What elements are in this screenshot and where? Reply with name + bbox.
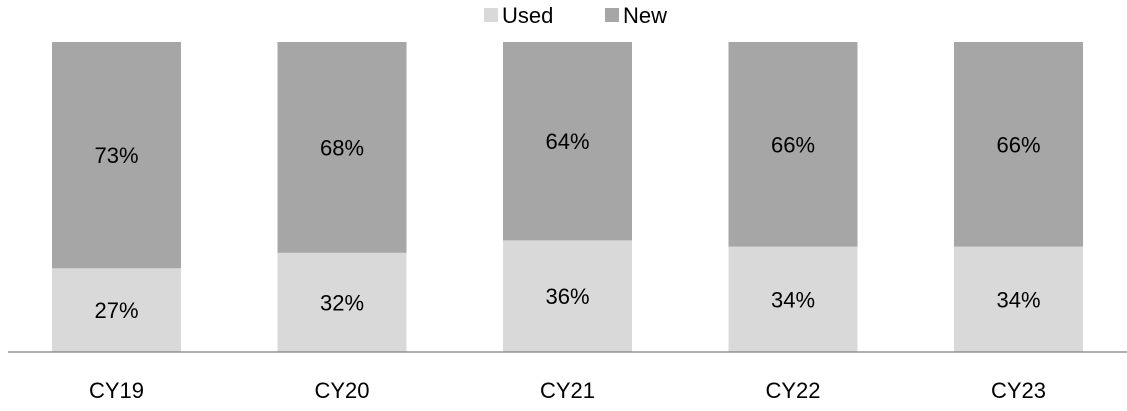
- bar-used-cy21: [503, 240, 632, 352]
- bar-used-cy19: [52, 268, 181, 352]
- bar-used-cy22: [728, 246, 858, 352]
- data-label-new-cy19: 73%: [94, 143, 138, 168]
- bar-new-cy19: [52, 42, 181, 269]
- bar-new-cy21: [503, 42, 632, 241]
- data-label-new-cy23: 66%: [996, 132, 1040, 157]
- x-tick-label-cy22: CY22: [765, 378, 820, 403]
- bar-used-cy23: [954, 246, 1083, 352]
- bar-used-cy20: [277, 252, 407, 352]
- legend-swatch-new: [605, 8, 619, 22]
- data-label-new-cy20: 68%: [320, 135, 364, 160]
- legend-swatch-used: [484, 8, 498, 22]
- bars: 27% 73% 32% 68% 36% 64% 34% 66% 34% 66%: [52, 42, 1083, 352]
- data-label-used-cy22: 34%: [771, 287, 815, 312]
- data-label-new-cy22: 66%: [771, 132, 815, 157]
- x-tick-label-cy20: CY20: [314, 378, 369, 403]
- x-tick-label-cy23: CY23: [991, 378, 1046, 403]
- bar-new-cy23: [954, 42, 1083, 247]
- legend-label-new: New: [623, 3, 667, 28]
- legend: Used New: [484, 3, 667, 28]
- legend-label-used: Used: [502, 3, 553, 28]
- data-label-used-cy21: 36%: [545, 284, 589, 309]
- data-label-used-cy23: 34%: [996, 287, 1040, 312]
- bar-new-cy22: [728, 42, 858, 247]
- data-label-new-cy21: 64%: [545, 129, 589, 154]
- x-axis-tick-labels: CY19 CY20 CY21 CY22 CY23: [89, 378, 1046, 403]
- x-tick-label-cy19: CY19: [89, 378, 144, 403]
- bar-new-cy20: [277, 42, 407, 253]
- data-label-used-cy20: 32%: [320, 290, 364, 315]
- data-label-used-cy19: 27%: [94, 298, 138, 323]
- x-tick-label-cy21: CY21: [540, 378, 595, 403]
